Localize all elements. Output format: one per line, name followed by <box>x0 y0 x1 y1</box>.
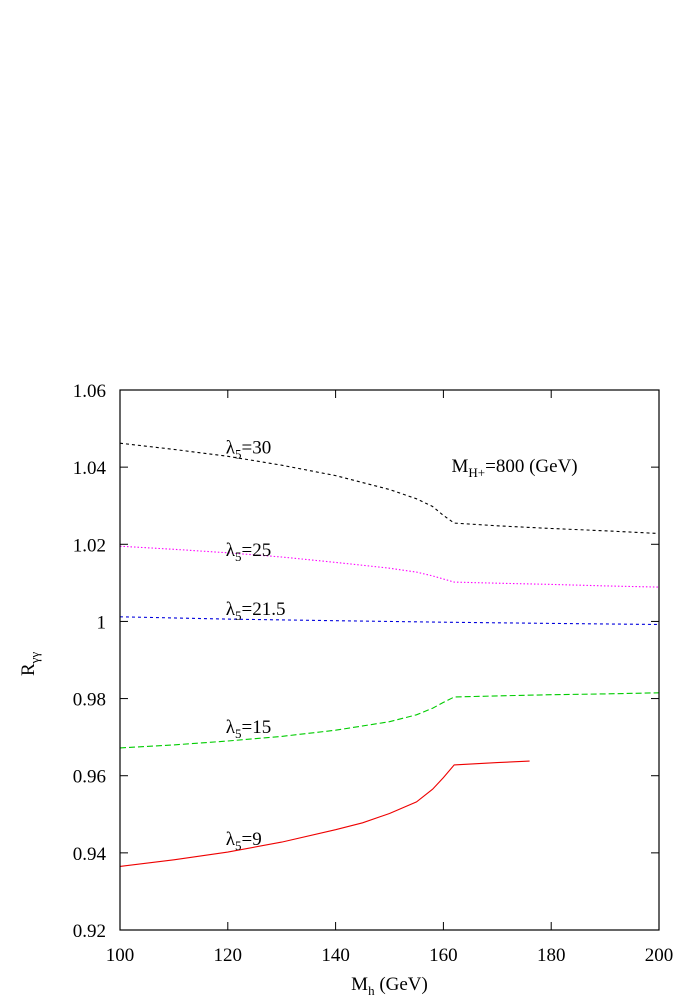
series-label-main: λ <box>226 599 236 620</box>
tick-labels: 100 120 140 160 180 200 0.92 0.94 0.96 0.98 1 1.02 1… <box>73 381 674 966</box>
series-label-main: λ <box>226 829 236 850</box>
mass-annotation-sub: H+ <box>468 465 485 480</box>
y-tick-label: 0.98 <box>73 690 106 711</box>
series-label-rest: =15 <box>242 717 272 738</box>
y-tick-label: 1.04 <box>73 458 107 479</box>
series-lines <box>119 442 660 867</box>
series-label-sub: 5 <box>235 838 242 853</box>
series-label-main: λ <box>226 540 236 561</box>
y-axis-label-main: R <box>18 663 39 676</box>
series-line <box>119 616 660 626</box>
series-label-rest: =21.5 <box>242 599 286 620</box>
series-label-rest: =30 <box>242 438 272 459</box>
mass-annotation-main: M <box>451 456 468 477</box>
series-line <box>119 760 530 867</box>
series-label-sub: 5 <box>235 549 242 564</box>
y-tick-label: 0.96 <box>73 767 106 788</box>
y-tick-label: 0.94 <box>73 844 107 865</box>
x-axis-label-sub: h <box>368 983 375 998</box>
y-tick-label: 1.02 <box>73 535 106 556</box>
series-label-sub: 5 <box>235 608 242 623</box>
x-tick-label: 160 <box>429 945 458 966</box>
series-line <box>119 692 660 749</box>
y-axis-label: Rγγ <box>18 652 42 676</box>
y-tick-label: 1.06 <box>73 381 106 402</box>
series-label-rest: =9 <box>242 829 262 850</box>
x-tick-label: 100 <box>106 945 135 966</box>
series-label: λ5=9 <box>226 829 262 853</box>
series-label: λ5=30 <box>226 438 271 462</box>
mass-annotation: MH+=800 (GeV) <box>451 456 577 480</box>
series-label: λ5=25 <box>226 540 271 564</box>
series-label-rest: =25 <box>242 540 272 561</box>
plot-frame <box>119 389 660 931</box>
series-label: λ5=21.5 <box>226 599 286 623</box>
x-axis-label-unit: (GeV) <box>375 974 428 995</box>
x-tick-label: 180 <box>537 945 566 966</box>
x-axis-label-main: M <box>351 974 368 995</box>
series-line <box>119 545 660 588</box>
series-label-main: λ <box>226 717 236 738</box>
mass-annotation-rest: =800 (GeV) <box>485 456 578 477</box>
y-tick-label: 1 <box>97 612 107 633</box>
series-label: λ5=15 <box>226 717 271 741</box>
y-tick-label: 0.92 <box>73 921 106 942</box>
x-tick-label: 200 <box>645 945 674 966</box>
series-line <box>119 442 660 535</box>
axis-ticks <box>119 389 660 931</box>
x-axis-label: Mh (GeV) <box>351 974 428 998</box>
y-axis-label-sub: γγ <box>27 652 42 665</box>
series-label-sub: 5 <box>235 726 242 741</box>
x-tick-label: 120 <box>214 945 243 966</box>
x-tick-label: 140 <box>321 945 350 966</box>
series-label-main: λ <box>226 438 236 459</box>
series-label-sub: 5 <box>235 447 242 462</box>
